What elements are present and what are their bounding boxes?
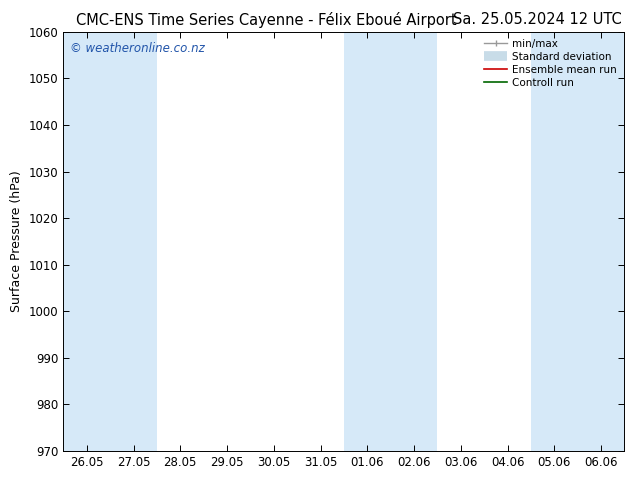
Bar bbox=[344, 32, 391, 451]
Bar bbox=[391, 32, 437, 451]
Legend: min/max, Standard deviation, Ensemble mean run, Controll run: min/max, Standard deviation, Ensemble me… bbox=[482, 37, 619, 90]
Bar bbox=[63, 32, 110, 451]
Bar bbox=[110, 32, 157, 451]
Text: Sa. 25.05.2024 12 UTC: Sa. 25.05.2024 12 UTC bbox=[453, 12, 621, 27]
Bar bbox=[578, 32, 624, 451]
Text: © weatheronline.co.nz: © weatheronline.co.nz bbox=[70, 42, 205, 55]
Y-axis label: Surface Pressure (hPa): Surface Pressure (hPa) bbox=[10, 171, 23, 312]
Bar bbox=[531, 32, 578, 451]
Text: CMC-ENS Time Series Cayenne - Félix Eboué Airport: CMC-ENS Time Series Cayenne - Félix Ebou… bbox=[76, 12, 456, 28]
